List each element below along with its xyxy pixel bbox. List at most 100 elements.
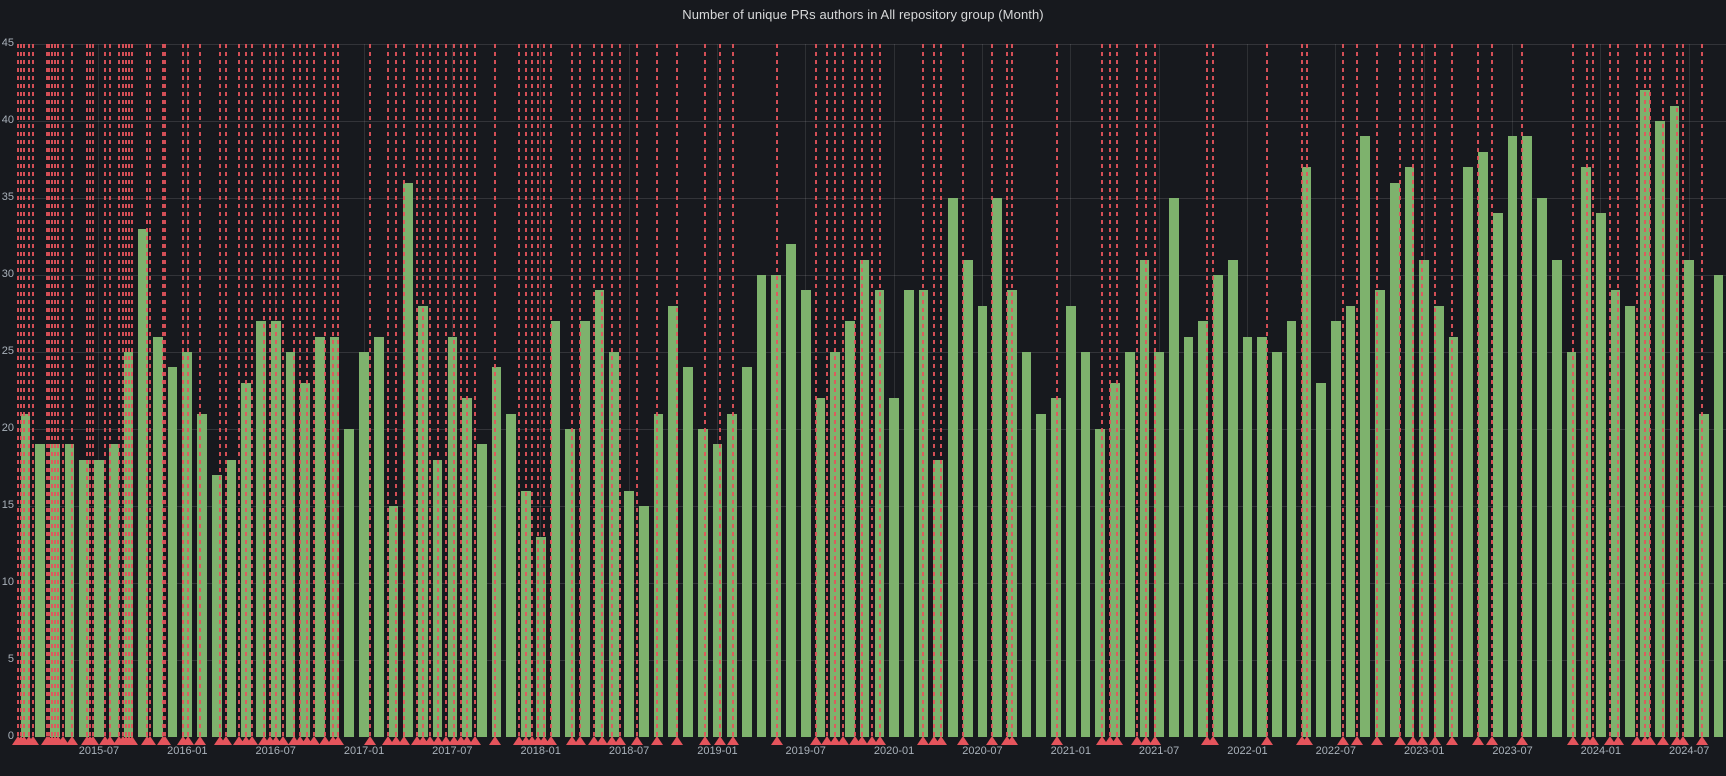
annotation-marker-icon[interactable] (874, 736, 886, 745)
annotation-marker-icon[interactable] (928, 736, 940, 745)
annotation-marker-icon[interactable] (614, 736, 626, 745)
bar-month-2023-02[interactable] (1434, 305, 1444, 737)
bar-month-2017-01[interactable] (359, 352, 369, 737)
bar-month-2020-04[interactable] (933, 459, 944, 737)
bar-month-2017-07[interactable] (447, 336, 458, 737)
annotation-marker-icon[interactable] (1631, 736, 1643, 745)
annotation-marker-icon[interactable] (1567, 736, 1579, 745)
bar-month-2023-09[interactable] (1537, 198, 1547, 737)
annotation-marker-icon[interactable] (588, 736, 600, 745)
annotation-marker-icon[interactable] (849, 736, 861, 745)
bar-month-2021-07[interactable] (1154, 352, 1164, 737)
bar-month-2024-08[interactable] (1699, 413, 1709, 737)
bar-month-2023-03[interactable] (1448, 336, 1459, 737)
annotation-marker-icon[interactable] (182, 736, 194, 745)
annotation-marker-icon[interactable] (294, 736, 306, 745)
annotation-marker-icon[interactable] (1006, 736, 1018, 745)
annotation-marker-icon[interactable] (432, 736, 444, 745)
bar-month-2017-04[interactable] (403, 182, 414, 737)
annotation-marker-icon[interactable] (1371, 736, 1383, 745)
annotation-marker-icon[interactable] (246, 736, 258, 745)
bar-month-2015-10[interactable] (138, 228, 148, 737)
annotation-marker-icon[interactable] (1677, 736, 1689, 745)
annotation-marker-icon[interactable] (27, 736, 39, 745)
annotation-marker-icon[interactable] (1301, 736, 1313, 745)
annotation-marker-icon[interactable] (714, 736, 726, 745)
bar-month-2015-03[interactable] (35, 444, 45, 737)
annotation-marker-icon[interactable] (1486, 736, 1498, 745)
annotation-marker-icon[interactable] (538, 736, 550, 745)
bar-month-2016-12[interactable] (344, 429, 355, 737)
annotation-marker-icon[interactable] (301, 736, 313, 745)
bar-month-2021-04[interactable] (1110, 382, 1120, 737)
annotation-marker-icon[interactable] (57, 736, 69, 745)
bar-month-2022-11[interactable] (1389, 182, 1400, 737)
annotation-marker-icon[interactable] (829, 736, 841, 745)
annotation-marker-icon[interactable] (319, 736, 331, 745)
annotation-marker-icon[interactable] (1472, 736, 1484, 745)
bar-month-2022-01[interactable] (1242, 336, 1253, 737)
bar-month-2018-02[interactable] (550, 321, 561, 737)
annotation-marker-icon[interactable] (1261, 736, 1273, 745)
annotation-marker-icon[interactable] (1429, 736, 1441, 745)
annotation-marker-icon[interactable] (332, 736, 344, 745)
bar-month-2016-04[interactable] (226, 459, 237, 737)
annotation-marker-icon[interactable] (308, 736, 320, 745)
bar-month-2017-03[interactable] (388, 506, 399, 737)
bar-month-2016-09[interactable] (300, 382, 310, 737)
bar-month-2015-05[interactable] (64, 444, 75, 737)
annotation-marker-icon[interactable] (1207, 736, 1219, 745)
annotation-marker-icon[interactable] (513, 736, 525, 745)
bar-month-2021-08[interactable] (1168, 198, 1179, 737)
bar-month-2024-09[interactable] (1713, 275, 1724, 737)
bar-month-2024-01[interactable] (1595, 213, 1606, 737)
annotation-marker-icon[interactable] (489, 736, 501, 745)
annotation-marker-icon[interactable] (771, 736, 783, 745)
annotation-marker-icon[interactable] (424, 736, 436, 745)
annotation-marker-icon[interactable] (1140, 736, 1152, 745)
annotation-marker-icon[interactable] (390, 736, 402, 745)
bar-month-2021-05[interactable] (1124, 352, 1135, 737)
bar-month-2016-10[interactable] (314, 336, 325, 737)
bar-month-2023-11[interactable] (1566, 352, 1577, 737)
bar-month-2021-12[interactable] (1227, 259, 1238, 737)
annotation-marker-icon[interactable] (671, 736, 683, 745)
annotation-marker-icon[interactable] (1612, 736, 1624, 745)
bar-month-2018-05[interactable] (594, 290, 605, 737)
annotation-marker-icon[interactable] (631, 736, 643, 745)
bar-month-2018-11[interactable] (683, 367, 693, 737)
annotation-marker-icon[interactable] (66, 736, 78, 745)
bar-month-2023-05[interactable] (1478, 151, 1488, 737)
bar-month-2015-07[interactable] (94, 459, 104, 737)
annotation-marker-icon[interactable] (596, 736, 608, 745)
bar-month-2022-07[interactable] (1330, 321, 1341, 737)
bar-month-2019-08[interactable] (815, 398, 826, 737)
annotation-marker-icon[interactable] (144, 736, 156, 745)
bar-month-2024-02[interactable] (1610, 290, 1621, 737)
bar-month-2019-04[interactable] (756, 275, 767, 737)
annotation-marker-icon[interactable] (1104, 736, 1116, 745)
annotation-marker-icon[interactable] (957, 736, 969, 745)
bar-month-2022-12[interactable] (1404, 167, 1415, 737)
bar-month-2021-06[interactable] (1139, 259, 1150, 737)
bar-month-2016-02[interactable] (197, 413, 207, 737)
bar-month-2022-02[interactable] (1257, 336, 1268, 737)
bar-month-2023-08[interactable] (1522, 136, 1533, 737)
annotation-marker-icon[interactable] (1351, 736, 1363, 745)
bar-month-2018-12[interactable] (697, 429, 708, 737)
annotation-marker-icon[interactable] (935, 736, 947, 745)
bar-month-2018-04[interactable] (580, 321, 590, 737)
bar-month-2022-09[interactable] (1360, 136, 1371, 737)
annotation-marker-icon[interactable] (1657, 736, 1669, 745)
bar-month-2019-01[interactable] (712, 444, 723, 737)
annotation-marker-icon[interactable] (448, 736, 460, 745)
panel-title[interactable]: Number of unique PRs authors in All repo… (682, 7, 1044, 22)
annotation-marker-icon[interactable] (1131, 736, 1143, 745)
bar-month-2016-11[interactable] (329, 336, 340, 737)
annotation-marker-icon[interactable] (1446, 736, 1458, 745)
bar-month-2015-06[interactable] (79, 459, 90, 737)
bar-month-2020-08[interactable] (992, 198, 1002, 737)
annotation-marker-icon[interactable] (364, 736, 376, 745)
annotation-marker-icon[interactable] (810, 736, 822, 745)
bar-month-2018-06[interactable] (609, 352, 620, 737)
